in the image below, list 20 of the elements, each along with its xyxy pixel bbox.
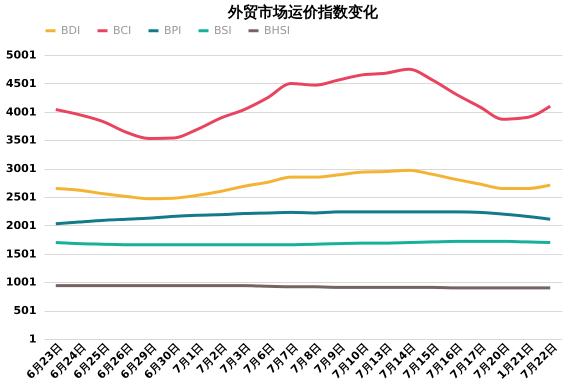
y-tick-label: 4001 xyxy=(6,105,36,118)
legend-label: BCI xyxy=(113,24,132,37)
y-tick-label: 1 xyxy=(28,332,36,346)
legend-label: BPI xyxy=(164,24,182,37)
legend-label: BSI xyxy=(214,24,232,37)
legend-label: BDI xyxy=(61,24,80,37)
y-tick-label: 501 xyxy=(14,304,36,318)
legend-label: BHSI xyxy=(264,24,290,37)
y-tick-label: 1501 xyxy=(6,247,36,260)
chart-title: 外贸市场运价指数变化 xyxy=(227,3,379,21)
y-tick-label: 4501 xyxy=(6,76,36,90)
line-series xyxy=(54,168,552,200)
line-series xyxy=(54,68,552,140)
y-tick-label: 2001 xyxy=(6,218,36,232)
y-tick-label: 5001 xyxy=(6,48,36,62)
y-tick-label: 1001 xyxy=(6,276,36,289)
line-series xyxy=(54,210,552,226)
y-tick-label: 2501 xyxy=(6,190,36,204)
y-tick-label: 3001 xyxy=(6,162,36,176)
y-tick-label: 3501 xyxy=(6,134,36,147)
